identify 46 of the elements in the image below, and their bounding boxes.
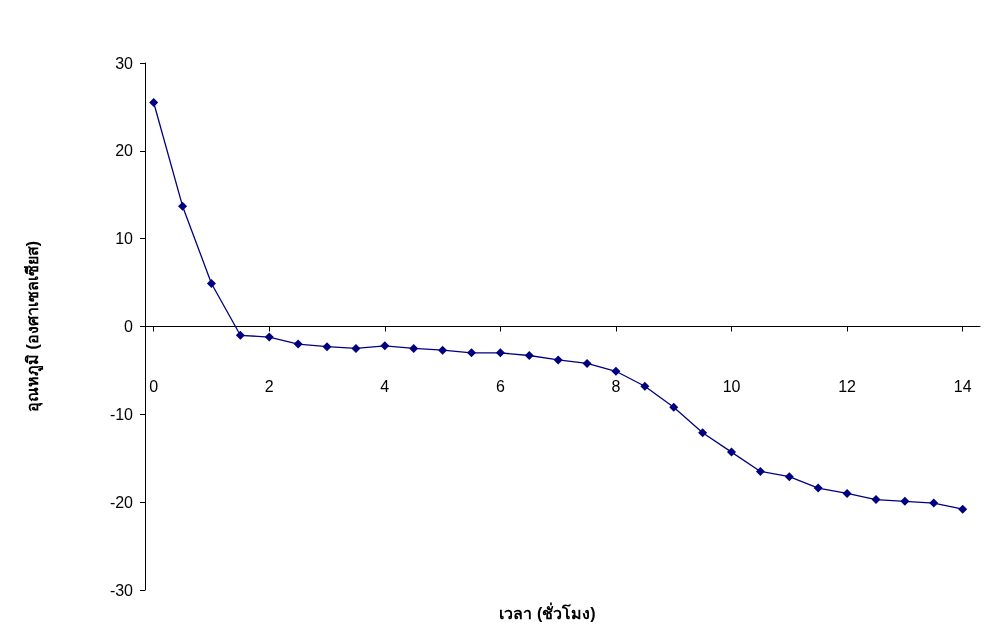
x-tick-label: 10 bbox=[722, 378, 741, 395]
x-tick-label: 8 bbox=[611, 378, 621, 395]
x-axis-title: เวลา (ชั่วโมง) bbox=[499, 601, 596, 622]
y-tick-label: -20 bbox=[109, 493, 134, 511]
point bbox=[235, 330, 245, 340]
y-tick-label: -30 bbox=[109, 581, 134, 599]
y-tick-label: 0 bbox=[124, 318, 134, 335]
point bbox=[611, 366, 621, 376]
point bbox=[206, 278, 216, 288]
y-tick-label: 30 bbox=[115, 54, 134, 72]
point bbox=[929, 498, 939, 508]
point bbox=[293, 339, 303, 349]
point bbox=[553, 355, 563, 365]
point bbox=[784, 472, 794, 482]
point bbox=[727, 447, 737, 457]
x-tick-label: 4 bbox=[380, 378, 390, 395]
y-tick-label: 10 bbox=[115, 230, 134, 248]
x-tick-label: 14 bbox=[953, 378, 972, 395]
point bbox=[149, 98, 159, 108]
point bbox=[466, 348, 476, 358]
point bbox=[842, 488, 852, 498]
point bbox=[813, 483, 823, 493]
point bbox=[495, 348, 505, 358]
point bbox=[322, 342, 332, 352]
point bbox=[640, 381, 650, 391]
x-tick-label: 12 bbox=[838, 378, 857, 395]
point bbox=[669, 402, 679, 412]
point bbox=[380, 341, 390, 351]
point bbox=[900, 496, 910, 506]
point bbox=[524, 350, 534, 360]
point bbox=[582, 358, 592, 368]
point bbox=[755, 466, 765, 476]
x-tick-label: 2 bbox=[264, 378, 274, 395]
x-tick-label: 0 bbox=[149, 378, 159, 395]
point bbox=[958, 504, 968, 514]
y-tick-label: -10 bbox=[109, 405, 134, 423]
x-tick-label: 6 bbox=[495, 378, 505, 395]
point bbox=[698, 428, 708, 438]
y-tick-label: 20 bbox=[115, 142, 134, 160]
point bbox=[871, 495, 881, 505]
point bbox=[438, 345, 448, 355]
point bbox=[351, 343, 361, 353]
point bbox=[409, 343, 419, 353]
point bbox=[264, 332, 274, 342]
y-axis-title: อุณหภูมิ (องศาเซลเซียส) bbox=[22, 240, 44, 413]
point bbox=[178, 201, 188, 211]
